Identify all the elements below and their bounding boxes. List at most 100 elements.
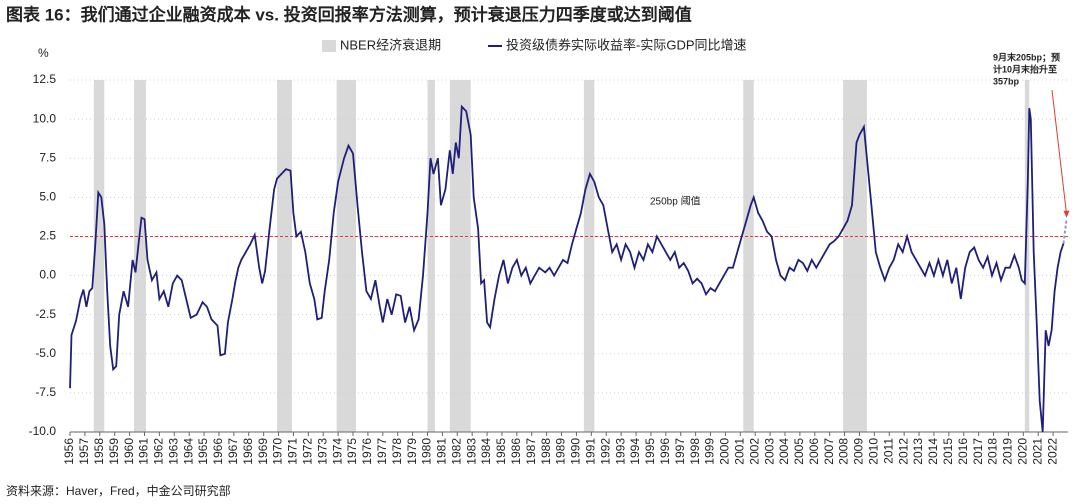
x-tick-label: 1990	[569, 438, 583, 465]
source: 资料来源：Haver，Fred，中金公司研究部	[6, 483, 231, 498]
x-tick-label: 2014	[926, 438, 940, 465]
x-tick-label: 1987	[524, 438, 538, 465]
annotation: 计10月末抬升至	[993, 63, 1057, 74]
recession-band	[93, 80, 105, 432]
x-tick-label: 1997	[673, 438, 687, 465]
x-tick-label: 1980	[420, 438, 434, 465]
recession-band	[277, 80, 292, 432]
legend-swatch	[322, 40, 336, 52]
recession-band	[1024, 80, 1030, 432]
x-tick-label: 1979	[405, 438, 419, 465]
x-tick-label: 1972	[301, 438, 315, 465]
x-tick-label: 1977	[375, 438, 389, 465]
x-tick-label: 2016	[956, 438, 970, 465]
x-tick-label: 1998	[688, 438, 702, 465]
x-tick-label: 1971	[286, 438, 300, 465]
x-tick-label: 2005	[792, 438, 806, 465]
x-tick-label: 1973	[315, 438, 329, 465]
annotation-arrow	[1051, 89, 1068, 214]
x-tick-label: 2015	[941, 438, 955, 465]
x-tick-label: 2000	[718, 438, 732, 465]
x-tick-label: 2013	[911, 438, 925, 465]
x-tick-label: 1991	[584, 438, 598, 465]
x-tick-label: 2002	[747, 438, 761, 465]
x-tick-label: 1981	[435, 438, 449, 465]
x-tick-label: 1963	[166, 438, 180, 465]
x-tick-label: 1984	[479, 438, 493, 465]
x-tick-label: 2007	[822, 438, 836, 465]
x-tick-label: 1961	[137, 438, 151, 465]
recession-band	[336, 80, 356, 432]
y-tick-label: -2.5	[35, 307, 56, 321]
chart-title: 图表 16：我们通过企业融资成本 vs. 投资回报率方法测算，预计衰退压力四季度…	[6, 4, 692, 24]
x-tick-label: 2020	[1015, 438, 1029, 465]
x-tick-label: 1975	[345, 438, 359, 465]
x-tick-label: 1957	[77, 438, 91, 465]
x-tick-label: 1959	[107, 438, 121, 465]
x-tick-label: 1958	[92, 438, 106, 465]
x-tick-label: 1978	[390, 438, 404, 465]
y-tick-label: -5.0	[35, 346, 56, 360]
x-tick-label: 2009	[852, 438, 866, 465]
x-tick-label: 1964	[181, 438, 195, 465]
x-tick-label: 2018	[986, 438, 1000, 465]
x-tick-label: 2011	[881, 438, 895, 464]
x-tick-label: 1974	[330, 438, 344, 465]
annotation-arrow-head	[1063, 210, 1070, 218]
x-tick-label: 2008	[837, 438, 851, 465]
x-tick-label: 1993	[613, 438, 627, 465]
x-tick-label: 2001	[732, 438, 746, 465]
legend-label: NBER经济衰退期	[340, 37, 441, 52]
x-tick-label: 2017	[971, 438, 985, 465]
x-tick-label: 2021	[1030, 438, 1044, 465]
x-tick-label: 1967	[226, 438, 240, 465]
x-tick-label: 1995	[643, 438, 657, 465]
x-tick-label: 1965	[196, 438, 210, 465]
y-unit: %	[38, 46, 49, 60]
x-tick-label: 1985	[494, 438, 508, 465]
projection-line	[1062, 219, 1068, 244]
x-tick-label: 1989	[554, 438, 568, 465]
x-tick-label: 1976	[360, 438, 374, 465]
x-tick-label: 2022	[1045, 438, 1059, 465]
y-tick-label: 7.5	[39, 150, 56, 164]
y-tick-label: -10.0	[29, 424, 57, 438]
x-tick-label: 1960	[122, 438, 136, 465]
annotation: 9月末205bp；预	[993, 51, 1060, 63]
recession-band	[583, 80, 595, 432]
x-tick-label: 2019	[1001, 438, 1015, 465]
x-tick-label: 1988	[539, 438, 553, 465]
y-tick-label: -7.5	[35, 385, 56, 399]
x-tick-label: 1982	[449, 438, 463, 465]
threshold-label: 250bp 阈值	[650, 195, 701, 208]
y-tick-label: 5.0	[39, 190, 56, 204]
x-tick-label: 1986	[509, 438, 523, 465]
x-tick-label: 1996	[658, 438, 672, 465]
x-tick-label: 1962	[152, 438, 166, 465]
x-tick-label: 1969	[256, 438, 270, 465]
recession-band	[843, 80, 867, 432]
x-tick-label: 1999	[703, 438, 717, 465]
x-tick-label: 1994	[628, 438, 642, 465]
x-tick-label: 2004	[777, 438, 791, 465]
x-tick-label: 2006	[807, 438, 821, 465]
recession-band	[134, 80, 146, 432]
x-tick-label: 1992	[598, 438, 612, 465]
x-tick-label: 1970	[271, 438, 285, 465]
y-tick-label: 12.5	[33, 72, 57, 86]
y-tick-label: 0.0	[39, 268, 56, 282]
annotation: 357bp	[993, 76, 1020, 86]
data-line	[69, 104, 1065, 433]
x-tick-label: 1968	[241, 438, 255, 465]
x-tick-label: 2012	[896, 438, 910, 465]
x-tick-label: 1956	[62, 438, 76, 465]
y-tick-label: 10.0	[33, 111, 57, 125]
x-tick-label: 1983	[464, 438, 478, 465]
recession-band	[743, 80, 754, 432]
recessions	[93, 80, 1030, 432]
x-tick-label: 2010	[867, 438, 881, 465]
recession-band	[427, 80, 435, 432]
x-tick-label: 2003	[762, 438, 776, 465]
y-tick-label: 2.5	[39, 229, 56, 243]
